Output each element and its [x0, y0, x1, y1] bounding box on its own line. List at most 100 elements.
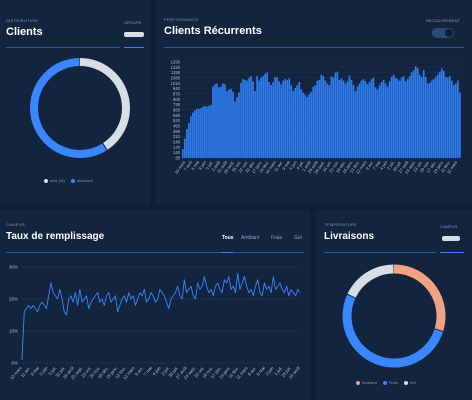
bar: [334, 72, 337, 158]
bar: [348, 75, 351, 158]
clients-filter-value[interactable]: [124, 32, 144, 37]
recurrents-bar-chart: 3014017024031038045052059066073080087094…: [171, 60, 461, 175]
livraisons-legend: Ambiant Frais Gel: [356, 380, 416, 385]
bar: [190, 116, 192, 158]
bar: [182, 149, 184, 158]
bar: [286, 79, 289, 158]
bar: [304, 94, 307, 158]
bar: [396, 79, 399, 158]
line-x-tick-label: 5 juin: [38, 365, 49, 377]
bar-x-tick-label: 30 juil.: [391, 160, 402, 173]
bar: [444, 76, 447, 158]
bar: [274, 76, 277, 158]
bar: [412, 70, 415, 158]
bar-y-tick-label: 590: [173, 113, 181, 118]
bar: [296, 85, 299, 158]
bar: [224, 84, 226, 158]
tab-ambiant[interactable]: Ambiant: [241, 235, 260, 241]
bar: [342, 80, 345, 158]
bar: [214, 84, 216, 158]
bar: [426, 83, 429, 158]
bar-y-tick-label: 170: [173, 145, 181, 150]
recurrents-toggle[interactable]: [432, 28, 454, 38]
recurrents-toggle-label: RECOUVREMENT: [426, 18, 461, 23]
line-x-tick-label: 3 juin: [264, 365, 275, 377]
clients-donut-group: [30, 58, 130, 158]
bar-y-tick-label: 800: [173, 97, 181, 102]
bar: [318, 79, 321, 158]
line-y-tick-label: 30%: [9, 265, 18, 270]
line-x-tick-label: 29 juil.: [280, 365, 292, 378]
bar: [452, 85, 455, 158]
clients-filter-label: GROUPE: [124, 20, 142, 25]
bar: [430, 80, 433, 158]
bar: [270, 85, 273, 158]
bar: [208, 105, 210, 158]
tab-tous[interactable]: Tous: [222, 235, 234, 241]
bar-x-tick-label: 22 nov.: [237, 160, 249, 174]
bar: [370, 79, 373, 158]
livraisons-divider: [324, 252, 436, 253]
bar: [220, 86, 222, 158]
bar-x-tick-label: 19 déc.: [335, 160, 347, 174]
bar: [374, 87, 377, 158]
line-y-tick-label: 10%: [9, 329, 18, 334]
bar-x-tick-label: 20 déc.: [244, 160, 256, 174]
clients-donut-slice-1: [30, 58, 130, 158]
bar-y-tick-label: 1010: [171, 81, 181, 86]
bar-x-tick-label: 6 juin: [288, 159, 298, 171]
bar: [292, 91, 295, 158]
bar-y-tick-label: 30: [175, 156, 180, 161]
livraisons-legend-label-2: Gel: [409, 380, 416, 385]
bar: [418, 74, 421, 158]
bar-x-tick-label: 25 oct.: [231, 160, 242, 173]
bar: [414, 66, 417, 158]
bar-x-tick-label: 9 avr.: [365, 160, 375, 171]
bar: [184, 138, 186, 158]
remplissage-title: Taux de remplissage: [6, 231, 105, 242]
bar-x-tick-label: 7 avril: [183, 160, 194, 172]
line-x-tick-label: 1 juil.: [273, 365, 283, 376]
bar-x-tick-label: 8 juin: [197, 159, 207, 171]
line-x-tick-label: 9 avr.: [134, 365, 145, 376]
bar: [410, 72, 413, 158]
bar: [196, 108, 198, 158]
bar-x-tick-label: 4 juil.: [295, 160, 305, 171]
bar-y-tick-label: 140: [173, 150, 181, 155]
bar: [346, 81, 349, 158]
line-x-tick-label: 31 juil.: [54, 365, 66, 378]
bar: [240, 82, 242, 158]
line-x-tick-label: 4 juin: [151, 365, 162, 377]
bar: [450, 80, 453, 158]
bar: [434, 76, 437, 158]
bar-y-tick-label: 1290: [171, 60, 181, 65]
bar: [236, 96, 238, 158]
bar: [212, 86, 214, 158]
line-x-tick-label: 8 mai: [30, 365, 41, 376]
bar: [340, 78, 343, 158]
bar: [244, 79, 246, 158]
bar: [298, 82, 301, 158]
bar-y-tick-label: 520: [173, 118, 181, 123]
bar: [258, 80, 260, 158]
bar: [238, 92, 240, 158]
livraisons-donut-group: [342, 264, 446, 368]
bar: [246, 80, 248, 158]
bar-x-tick-label: 13 févr.: [349, 160, 361, 174]
bar-x-tick-label: 7 mai: [372, 160, 382, 171]
tab-gel[interactable]: Gel: [294, 235, 302, 241]
bar: [328, 85, 331, 158]
livraisons-donut-slice-1: [342, 264, 446, 368]
bar: [336, 71, 339, 158]
bar: [320, 74, 323, 158]
livraisons-filter-value[interactable]: [442, 236, 460, 241]
bar: [398, 80, 401, 158]
bar: [204, 105, 206, 158]
bar: [300, 89, 303, 158]
bar: [290, 85, 293, 158]
tab-frais[interactable]: Frais: [271, 235, 283, 241]
bar: [400, 77, 403, 158]
bar-y-tick-label: 240: [173, 140, 181, 145]
remplissage-kicker: CAMPUS: [6, 222, 25, 227]
